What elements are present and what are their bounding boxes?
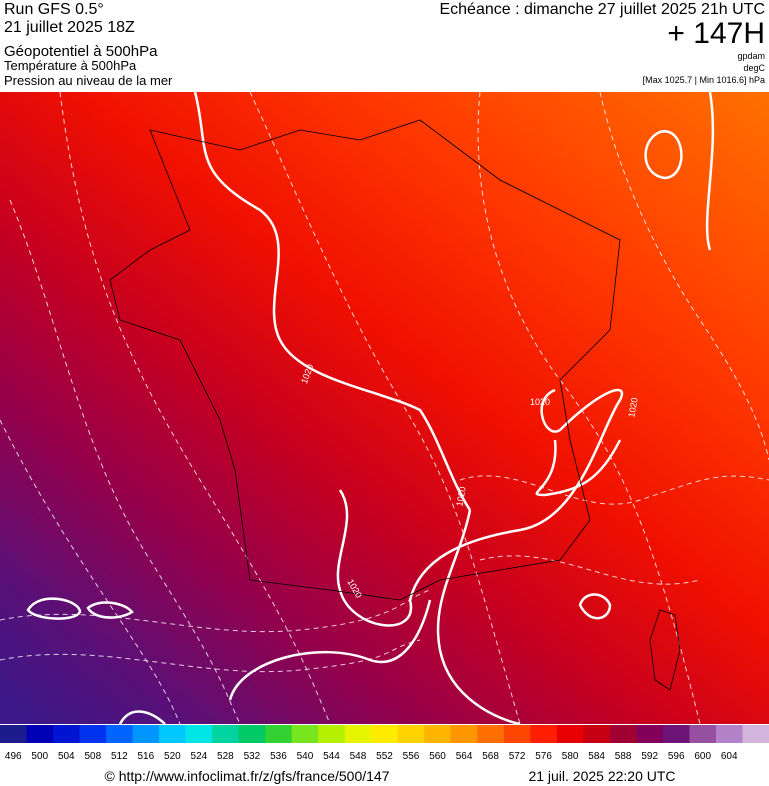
legend-swatch <box>185 725 213 743</box>
legend-swatch <box>212 725 240 743</box>
legend-swatch <box>318 725 346 743</box>
legend-label: 548 <box>350 751 367 762</box>
legend-label: 496 <box>5 751 22 762</box>
legend-label: 568 <box>482 751 499 762</box>
legend-label: 584 <box>588 751 605 762</box>
legend-label: 500 <box>31 751 48 762</box>
legend-swatch <box>715 725 743 743</box>
legend-swatch <box>742 725 769 743</box>
legend-label: 508 <box>84 751 101 762</box>
coastline <box>649 609 681 691</box>
field-name: Pression au niveau de la mer <box>4 73 173 88</box>
legend-label: 600 <box>694 751 711 762</box>
field-name: Température à 500hPa <box>4 58 137 73</box>
legend-swatch <box>79 725 107 743</box>
legend-label: 512 <box>111 751 128 762</box>
legend-label: 544 <box>323 751 340 762</box>
isobars <box>26 91 715 726</box>
legend-swatch <box>132 725 160 743</box>
coastline <box>109 119 621 601</box>
legend-swatch <box>0 725 28 743</box>
legend-label: 580 <box>562 751 579 762</box>
unit: degC <box>743 63 765 73</box>
legend-swatch <box>689 725 717 743</box>
forecast-time: Echéance : dimanche 27 juillet 2025 21h … <box>439 1 765 18</box>
legend-label: 576 <box>535 751 552 762</box>
legend-label: 572 <box>509 751 526 762</box>
legend-swatch <box>106 725 134 743</box>
legend-swatch <box>53 725 81 743</box>
legend-swatch <box>159 725 187 743</box>
legend-label: 524 <box>191 751 208 762</box>
legend-label: 520 <box>164 751 181 762</box>
legend-swatch <box>238 725 266 743</box>
legend: 496 500 504 508 512 516 520 524 528 532 536 540 544 5… <box>0 725 769 762</box>
legend-label: 556 <box>403 751 420 762</box>
legend-swatch <box>636 725 664 743</box>
legend-swatch <box>662 725 690 743</box>
isobar-label: 1020 <box>454 486 467 507</box>
legend-swatch <box>583 725 611 743</box>
legend-label: 552 <box>376 751 393 762</box>
legend-label: 604 <box>721 751 738 762</box>
legend-label: 528 <box>217 751 234 762</box>
legend-label: 592 <box>641 751 658 762</box>
legend-label: 532 <box>244 751 261 762</box>
run-date: 21 juillet 2025 18Z <box>4 19 135 36</box>
isobar-label: 1020 <box>626 397 639 418</box>
footer-timestamp: 21 juil. 2025 22:20 UTC <box>528 768 675 784</box>
legend-swatch <box>424 725 452 743</box>
legend-label: 588 <box>615 751 632 762</box>
legend-swatch <box>503 725 531 743</box>
legend-label: 516 <box>138 751 155 762</box>
legend-swatch <box>477 725 505 743</box>
legend-label: 504 <box>58 751 75 762</box>
footer-url: © http://www.infoclimat.fr/z/gfs/france/… <box>105 768 390 784</box>
legend-label: 564 <box>456 751 473 762</box>
legend-swatch <box>609 725 637 743</box>
legend-swatch <box>344 725 372 743</box>
legend-label: 536 <box>270 751 287 762</box>
legend-label: 540 <box>297 751 314 762</box>
legend-swatch <box>265 725 293 743</box>
legend-swatch <box>530 725 558 743</box>
lead-time: + 147H <box>667 17 765 50</box>
pressure-range: [Max 1025.7 | Min 1016.6] hPa <box>643 75 765 85</box>
legend-swatch <box>397 725 425 743</box>
legend-swatch <box>450 725 478 743</box>
field-name: Géopotentiel à 500hPa <box>4 43 158 60</box>
legend-label: 596 <box>668 751 685 762</box>
run-title: Run GFS 0.5° <box>4 1 104 18</box>
unit: gpdam <box>737 51 765 61</box>
legend-swatch <box>371 725 399 743</box>
legend-swatch <box>556 725 584 743</box>
legend-swatch <box>291 725 319 743</box>
legend-swatch <box>26 725 54 743</box>
isobar-label: 1020 <box>530 397 550 407</box>
legend-label: 560 <box>429 751 446 762</box>
